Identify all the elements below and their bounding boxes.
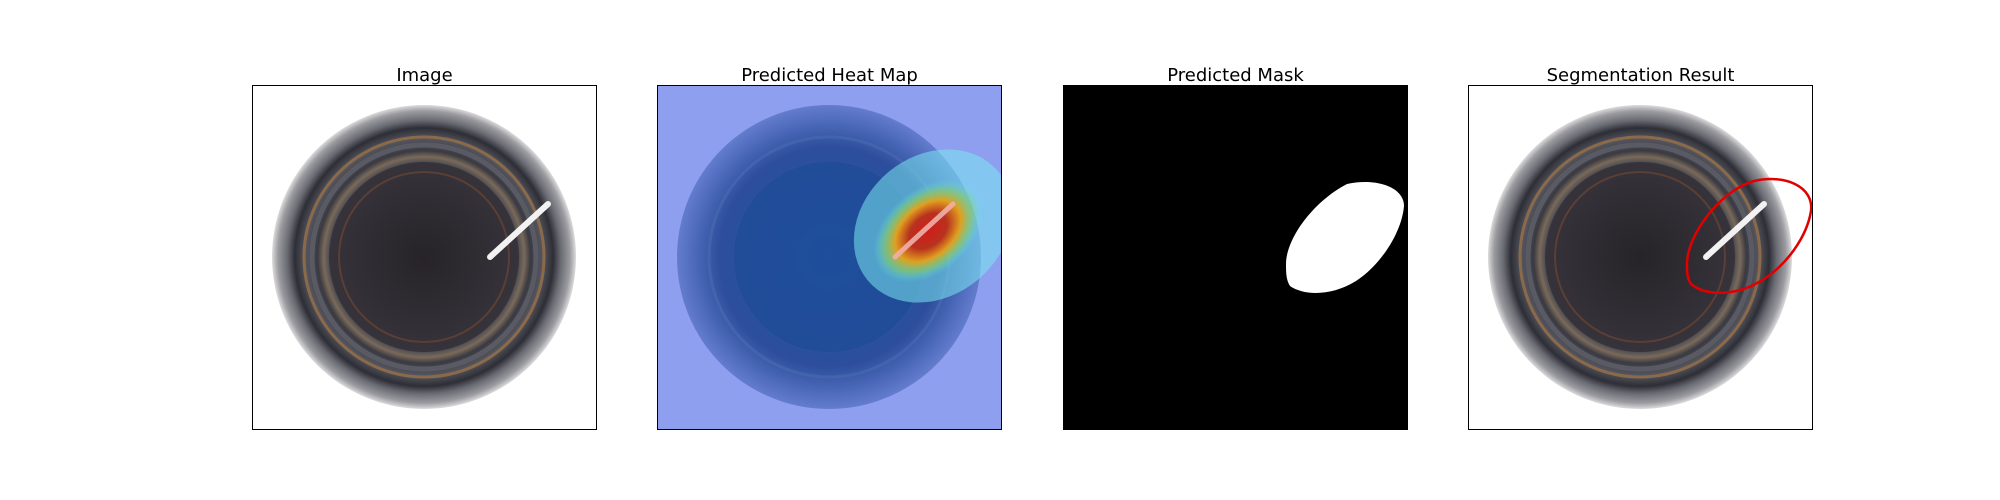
panel-title-segmentation: Segmentation Result	[1546, 65, 1735, 86]
segmentation-frame	[1468, 85, 1813, 430]
bottle-photo	[253, 86, 596, 429]
panel-heat-map: Predicted Heat Map	[657, 65, 1002, 445]
panel-title-heat-map: Predicted Heat Map	[741, 65, 918, 86]
panel-segmentation-result: Segmentation Result	[1468, 65, 1813, 445]
panel-mask: Predicted Mask	[1063, 65, 1408, 445]
segmentation-contour	[1685, 177, 1812, 294]
heat-map-frame	[657, 85, 1002, 430]
mask-frame	[1063, 85, 1408, 430]
defect-streak	[487, 201, 551, 260]
panel-image: Image	[252, 65, 597, 445]
defect-streak	[892, 201, 956, 260]
defect-streak	[1703, 201, 1767, 260]
predicted-mask	[1064, 86, 1407, 429]
mask-region	[1286, 182, 1404, 293]
panel-title-mask: Predicted Mask	[1167, 65, 1304, 86]
segmentation-overlay	[1469, 86, 1812, 429]
image-frame	[252, 85, 597, 430]
heat-map	[658, 86, 1001, 429]
panel-title-image: Image	[396, 65, 453, 86]
